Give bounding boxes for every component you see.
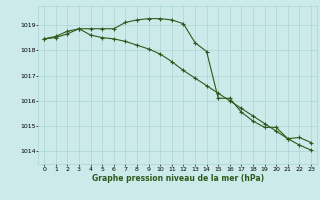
X-axis label: Graphe pression niveau de la mer (hPa): Graphe pression niveau de la mer (hPa) [92, 174, 264, 183]
